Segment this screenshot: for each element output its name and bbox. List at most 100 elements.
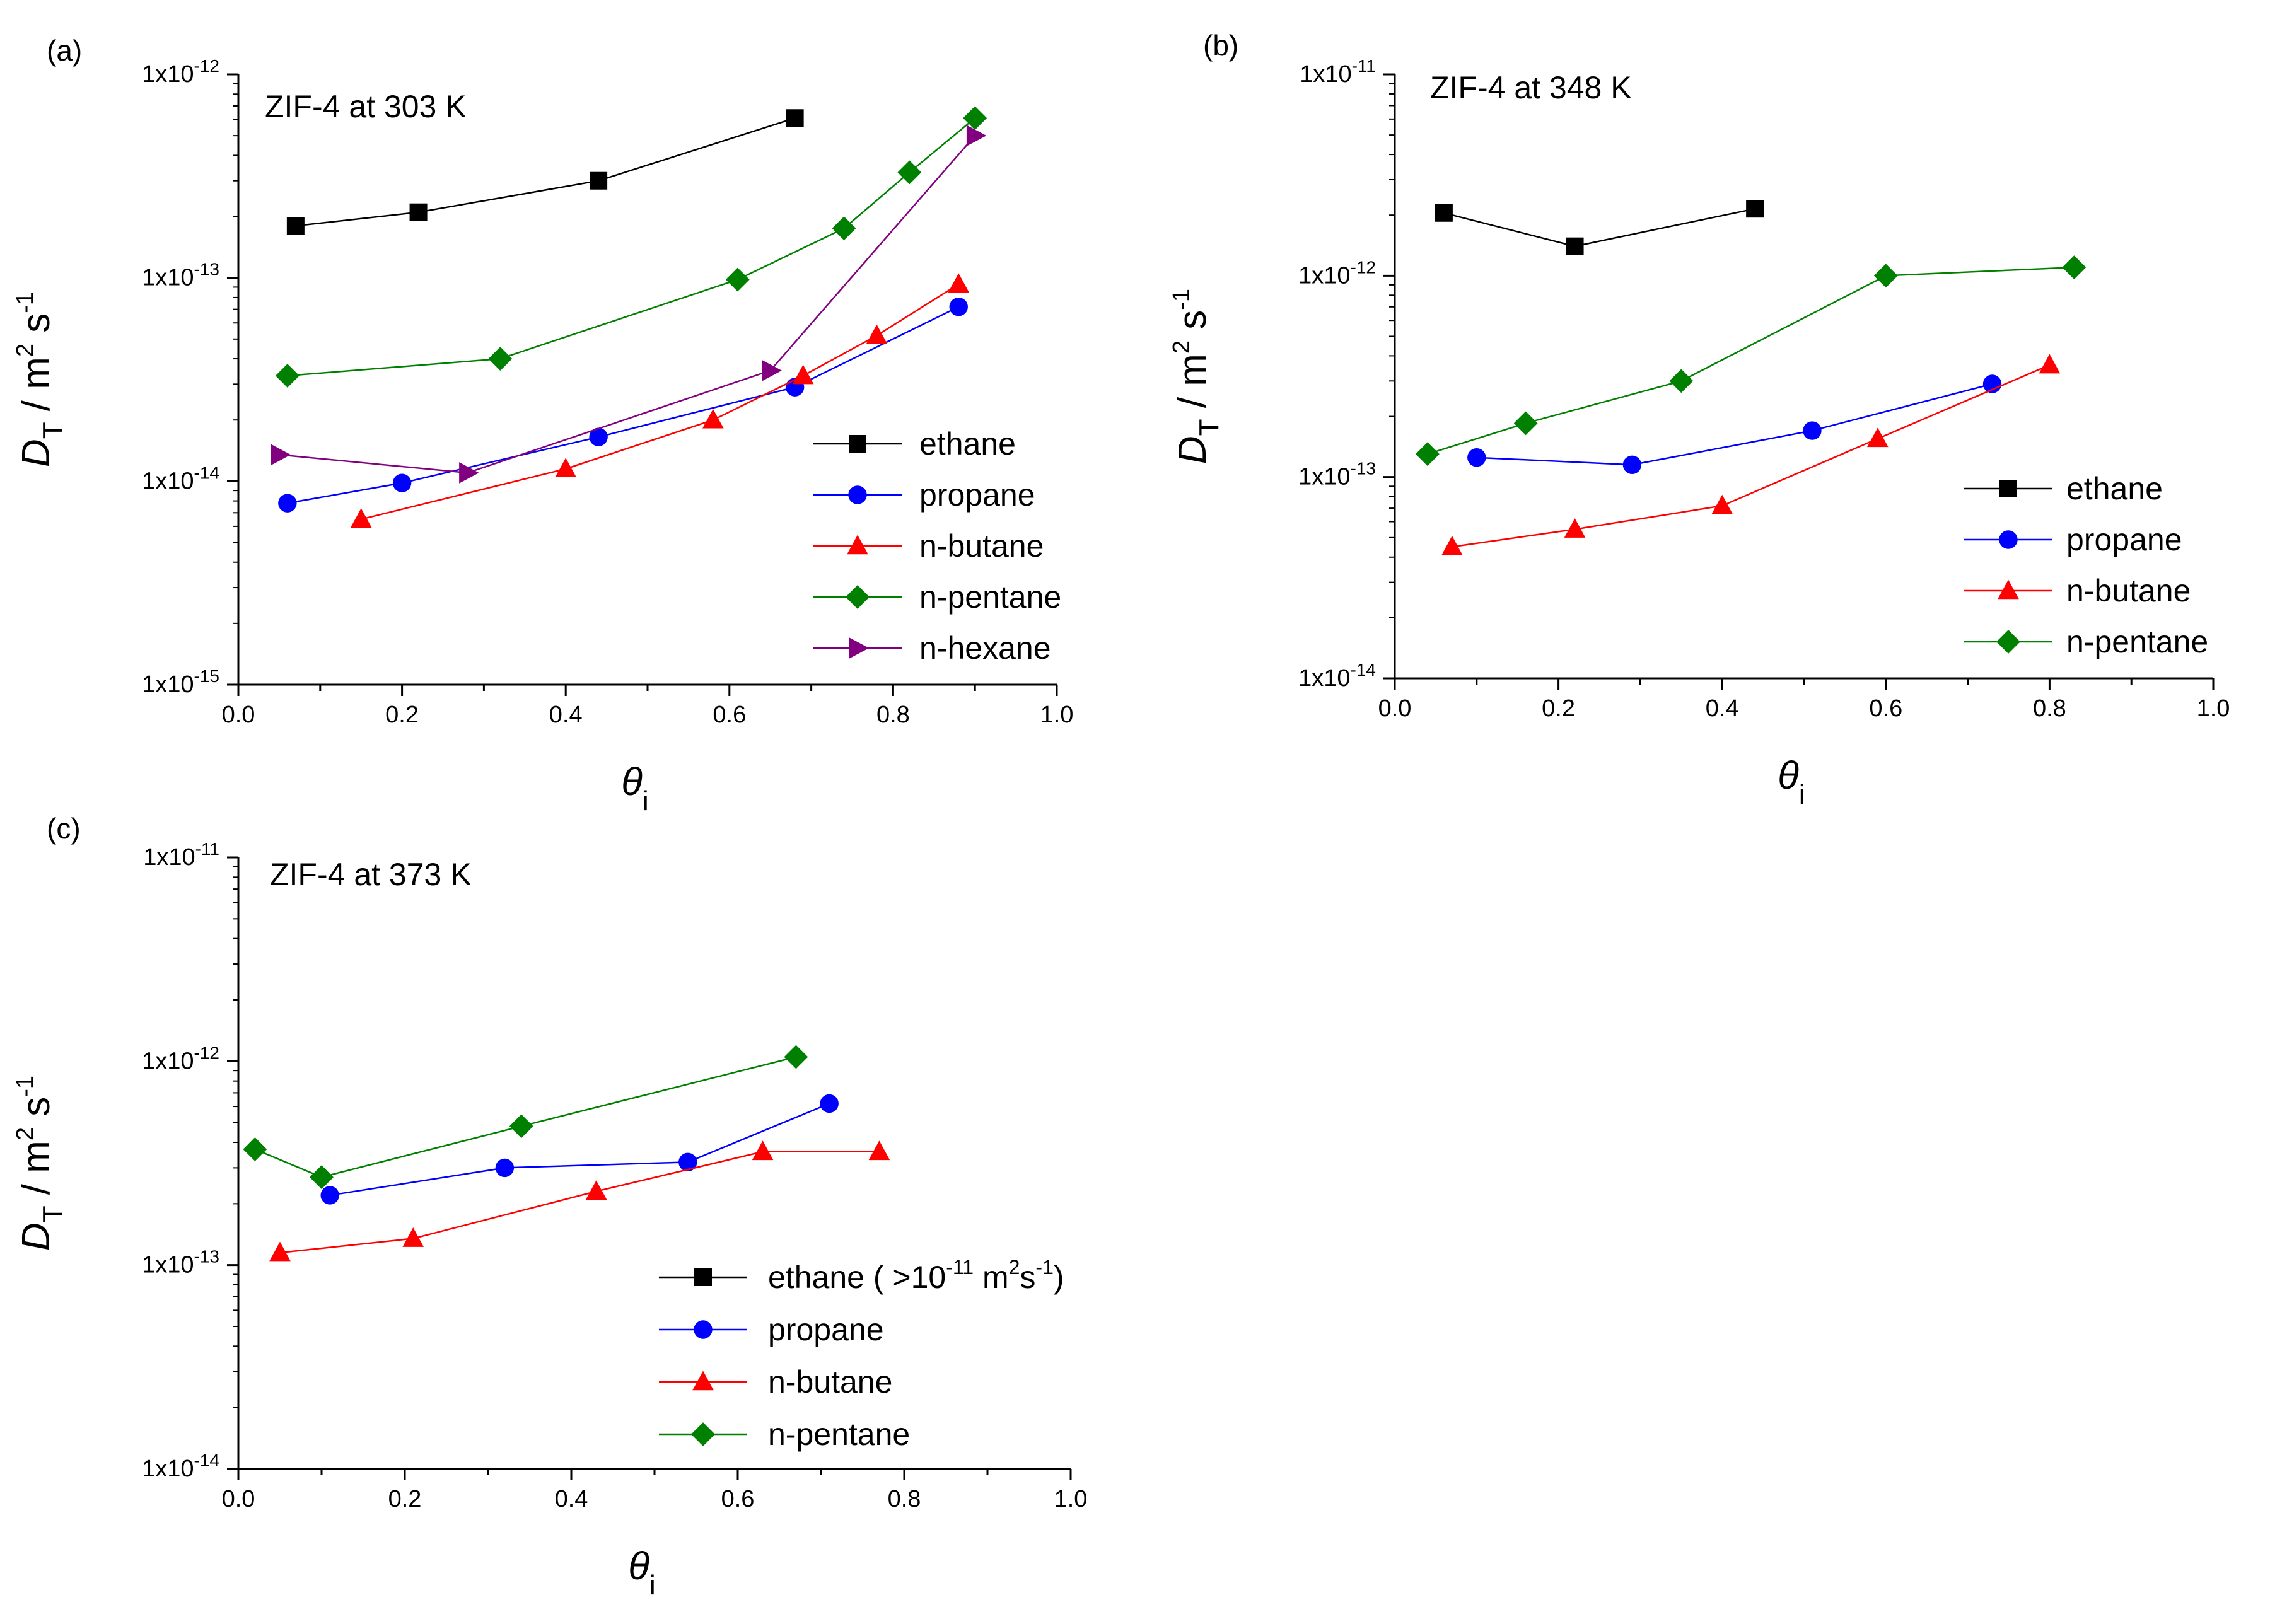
chart-panel-3: 0.0 0.2 0.4 0.6 0.8 1.0 1x10-14 1x10-13 1x10-12 1…: [12, 812, 1087, 1601]
panel-label: (a): [47, 34, 82, 67]
x-tick-label: 0.2: [385, 702, 419, 728]
chart-panel-1: 0.0 0.2 0.4 0.6 0.8 1.0 1x10-15 1x10-14 1x10-13 1…: [12, 34, 1073, 816]
legend-label: n-pentane: [919, 579, 1061, 615]
series-propane: [320, 1094, 839, 1205]
data-point-n-butane: [1711, 494, 1733, 514]
legend-marker-propane: [1999, 530, 2018, 549]
legend-marker-ethane: [694, 1268, 712, 1286]
series-n-pentane: [275, 106, 987, 388]
series-line-n-pentane: [254, 1056, 796, 1178]
legend-marker-n-pentane: [846, 585, 870, 609]
data-point-propane: [1982, 374, 2002, 393]
x-tick-label: 0.8: [876, 702, 910, 728]
legend-label: n-butane: [919, 528, 1044, 564]
series-line-n-butane: [279, 1151, 880, 1254]
data-point-propane: [1803, 421, 1822, 440]
legend-item-n-pentane: n-pentane: [659, 1417, 910, 1452]
y-tick-label: 1x10-12: [142, 1043, 219, 1074]
series-line-propane: [287, 306, 959, 504]
y-axis-title: DT / m2 s-1: [12, 292, 68, 467]
data-point-propane: [678, 1152, 697, 1172]
series-line-n-pentane: [287, 117, 975, 377]
data-point-n-pentane: [897, 160, 922, 185]
legend-item-n-butane: n-butane: [659, 1364, 892, 1400]
legend: ethane ( >10-11 m2s-1) propane n-butane n-p…: [659, 1256, 1064, 1452]
legend-marker-ethane: [1999, 480, 2017, 497]
series-ethane: [1435, 200, 1764, 255]
series-line-propane: [330, 1103, 830, 1197]
series-line-propane: [1476, 383, 1993, 466]
panel-label: (b): [1203, 29, 1238, 62]
series-line-n-hexane: [279, 135, 976, 474]
legend-item-n-hexane: n-hexane: [813, 630, 1051, 666]
x-tick-label: 1.0: [1040, 702, 1074, 728]
data-point-n-butane: [752, 1140, 774, 1161]
legend-item-ethane: ethane ( >10-11 m2s-1): [659, 1256, 1064, 1295]
data-point-n-butane: [2039, 354, 2061, 374]
legend-label: ethane: [919, 426, 1016, 461]
data-point-n-butane: [702, 409, 724, 429]
legend-label: ethane ( >10-11 m2s-1): [768, 1256, 1064, 1295]
y-tick-label: 1x10-14: [142, 463, 219, 494]
legend-label: ethane: [2066, 471, 2163, 506]
x-tick-label: 0.4: [549, 702, 583, 728]
data-point-n-butane: [868, 1140, 890, 1161]
data-point-n-butane: [1564, 518, 1586, 538]
data-point-ethane: [409, 203, 428, 221]
y-tick-label: 1x10-11: [143, 839, 219, 871]
x-tick-label: 0.8: [2033, 695, 2066, 722]
y-axis-title: DT / m2 s-1: [1168, 289, 1225, 464]
legend-item-n-pentane: n-pentane: [1964, 624, 2208, 659]
chart-title: ZIF-4 at 303 K: [265, 89, 467, 124]
series-line-ethane: [295, 117, 796, 227]
data-point-ethane: [1746, 200, 1764, 218]
legend-label: n-pentane: [2066, 624, 2208, 659]
y-tick-label: 1x10-14: [142, 1451, 219, 1482]
legend-marker-n-butane: [847, 535, 868, 555]
y-tick-label: 1x10-13: [142, 1247, 219, 1279]
legend-label: n-butane: [768, 1364, 892, 1400]
legend: ethane propane n-butane n-pentane n-hexane: [813, 426, 1061, 666]
x-tick-label: 0.0: [1378, 695, 1412, 722]
legend-item-propane: propane: [1964, 522, 2182, 557]
x-tick-label: 0.6: [721, 1486, 755, 1512]
legend-marker-propane: [694, 1320, 713, 1339]
series-n-butane: [350, 273, 970, 528]
legend-item-n-butane: n-butane: [1964, 573, 2191, 608]
series-n-pentane: [243, 1045, 808, 1190]
data-point-n-hexane: [271, 444, 291, 466]
legend-label: n-pentane: [768, 1417, 910, 1452]
data-point-propane: [949, 298, 968, 316]
legend-marker-n-pentane: [691, 1422, 715, 1446]
data-point-n-pentane: [963, 106, 987, 130]
x-tick-label: 0.8: [888, 1486, 921, 1512]
x-tick-label: 0.2: [1542, 695, 1575, 722]
data-point-ethane: [1566, 237, 1584, 255]
data-point-ethane: [1435, 204, 1453, 222]
y-tick-label: 1x10-12: [1298, 257, 1376, 289]
chart-title: ZIF-4 at 348 K: [1430, 70, 1632, 105]
series-propane: [1467, 374, 2002, 474]
legend-marker-propane: [848, 485, 867, 504]
data-point-n-butane: [948, 273, 970, 293]
data-point-ethane: [786, 109, 804, 127]
data-point-propane: [1622, 455, 1642, 474]
legend: ethane propane n-butane n-pentane: [1964, 471, 2208, 659]
x-axis-title: θi: [628, 1545, 655, 1601]
x-tick-label: 0.4: [1706, 695, 1739, 722]
data-point-n-butane: [1867, 427, 1889, 448]
series-line-ethane: [1443, 207, 1755, 247]
legend-marker-n-hexane: [849, 637, 870, 659]
data-point-n-butane: [585, 1180, 607, 1200]
x-tick-label: 1.0: [2197, 695, 2230, 722]
data-point-n-butane: [1441, 535, 1463, 555]
x-axis-title: θi: [621, 760, 648, 816]
data-point-n-pentane: [243, 1137, 267, 1161]
data-point-propane: [1467, 448, 1486, 467]
series-line-n-butane: [361, 283, 959, 520]
legend-item-ethane: ethane: [813, 426, 1016, 461]
legend-item-propane: propane: [813, 477, 1035, 513]
legend-marker-ethane: [849, 435, 866, 453]
data-point-propane: [495, 1158, 515, 1178]
